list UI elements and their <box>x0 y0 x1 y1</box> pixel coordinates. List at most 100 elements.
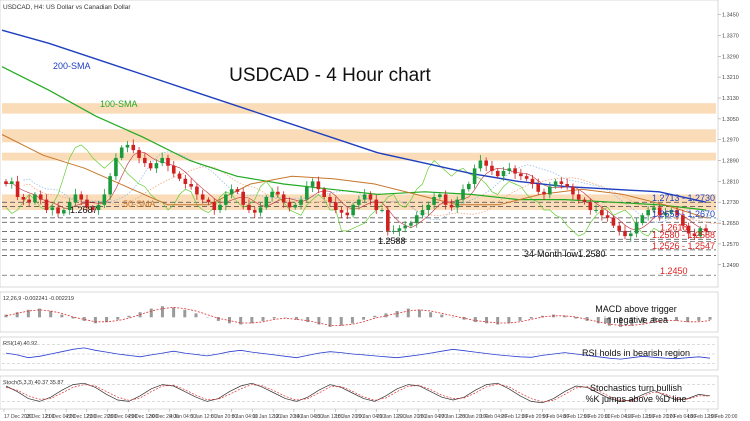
candle-body-76 <box>443 194 448 205</box>
macd-bar-19 <box>216 317 220 321</box>
macd-note: MACD above trigger in negative area <box>595 304 677 325</box>
time-tick-label-18: 21 Jan 12:00 <box>377 414 406 420</box>
sma200-label: 200-SMA <box>53 61 91 71</box>
resistance-zone-2 <box>2 152 716 161</box>
candle-body-51 <box>299 199 303 205</box>
rsi-note: RSI holds in bearish region <box>582 348 690 358</box>
candle-body-49 <box>287 202 292 208</box>
candle-body-21 <box>125 144 130 148</box>
time-tick-label-27: 8 Feb 12:00 <box>563 414 590 420</box>
candle-body-38 <box>224 194 228 205</box>
moving-averages <box>1 29 707 219</box>
candle-body-12 <box>73 194 78 203</box>
chart-title: USDCAD - 4 Hour chart <box>229 65 431 86</box>
candle-body-83 <box>484 160 488 166</box>
price-tick-label-8: 1.2810 <box>722 179 739 185</box>
sma100-label: 100-SMA <box>100 99 138 109</box>
candle-body-17 <box>102 194 107 205</box>
level-label-1: 1.2653 - 1.2670 <box>652 209 715 219</box>
candle-body-88 <box>513 168 517 174</box>
candle-body-42 <box>247 204 251 211</box>
candle-body-18 <box>108 176 112 195</box>
candle-body-53 <box>310 181 315 187</box>
time-tick-label-31: 15 Feb 20:00 <box>646 414 676 420</box>
stoch-note: Stochastics turn bullish %K jumps above %… <box>585 383 686 404</box>
candle-body-15 <box>90 207 95 211</box>
time-tick-label-5: 28 Dec 04:00 <box>108 414 138 420</box>
macd-bar-59 <box>663 317 667 320</box>
macd-bar-24 <box>272 317 276 319</box>
macd-bar-56 <box>630 317 634 326</box>
time-tick-label-23: 1 Feb 04:00 <box>480 414 507 420</box>
time-tick-label-2: 21 Dec 04:00 <box>45 414 75 420</box>
candle-body-85 <box>495 170 500 177</box>
price-tick-label-4: 1.3130 <box>722 96 739 102</box>
macd-bar-28 <box>317 317 321 325</box>
macd-bar-3 <box>38 308 42 318</box>
macd-bar-15 <box>172 307 176 318</box>
candle-body-46 <box>270 191 274 198</box>
time-tick-label-32: 17 Feb 04:00 <box>667 414 697 420</box>
macd-bar-48 <box>540 315 544 318</box>
time-tick-label-7: 30 Dec 20:00 <box>149 414 179 420</box>
candle-body-62 <box>362 194 367 200</box>
candle-body-90 <box>524 176 529 179</box>
price-tick-label-7: 1.2890 <box>722 159 739 165</box>
sma-50-line <box>1 134 707 219</box>
time-tick-label-22: 28 Jan 20:00 <box>460 414 489 420</box>
candle-body-96 <box>559 181 564 184</box>
time-tick-label-4: 23 Dec 20:00 <box>87 414 117 420</box>
level-label-4: 1.2526 - 1.2547 <box>652 241 715 251</box>
macd-bar-32 <box>362 317 366 320</box>
candle-body-0 <box>4 181 8 184</box>
price-axis: 1.3450 1.3370 1.3290 1.3210 1.3130 1.3050 1.29… <box>718 13 739 269</box>
candle-body-40 <box>235 189 240 192</box>
candle-body-24 <box>143 157 147 164</box>
candle-body-98 <box>571 186 575 195</box>
macd-bar-43 <box>485 317 489 324</box>
macd-bar-51 <box>574 317 578 319</box>
macd-bar-44 <box>496 317 500 325</box>
candle-body-6 <box>38 194 43 200</box>
time-tick-label-0: 17 Dec 2020 <box>4 414 33 420</box>
candle-body-20 <box>119 147 124 158</box>
macd-bar-31 <box>350 317 354 324</box>
time-tick-label-8: 4 Jan 04:00 <box>170 414 196 420</box>
level-label-3: 1.2580 - 1.2588 <box>652 230 715 240</box>
macd-bar-38 <box>429 312 433 318</box>
price-tick-label-11: 1.2570 <box>722 242 739 248</box>
price-tick-label-0: 1.3450 <box>722 13 739 19</box>
candle-body-14 <box>85 199 89 208</box>
candle-body-7 <box>44 199 49 211</box>
candle-body-77 <box>449 204 454 208</box>
macd-bar-21 <box>239 317 243 325</box>
time-tick-label-16: 18 Jan 20:00 <box>335 414 364 420</box>
macd-indicator <box>4 306 712 327</box>
candle-body-58 <box>339 210 344 213</box>
macd-bar-10 <box>116 317 120 320</box>
macd-bar-9 <box>105 317 109 323</box>
macd-bar-46 <box>518 317 522 321</box>
time-tick-label-33: 18 Feb 12:00 <box>687 414 717 420</box>
resistance-zone-1 <box>2 129 716 143</box>
candlesticks <box>4 139 708 242</box>
macd-bar-37 <box>417 309 421 318</box>
macd-bar-58 <box>652 317 656 321</box>
macd-bar-27 <box>306 317 310 323</box>
candle-body-2 <box>15 181 20 198</box>
macd-bar-57 <box>641 317 645 324</box>
macd-bar-50 <box>563 315 567 318</box>
candle-body-65 <box>380 210 384 212</box>
candle-body-106 <box>617 225 622 231</box>
candle-body-105 <box>611 217 616 226</box>
candle-body-9 <box>56 207 60 214</box>
candle-body-73 <box>426 204 431 211</box>
price-tick-label-9: 1.2730 <box>722 200 739 206</box>
kijun-line <box>5 151 707 232</box>
candle-body-22 <box>131 144 136 151</box>
rsi-indicator <box>2 344 716 364</box>
stoch-k-line <box>5 382 711 404</box>
macd-bar-61 <box>686 317 690 323</box>
candle-body-45 <box>264 197 269 208</box>
